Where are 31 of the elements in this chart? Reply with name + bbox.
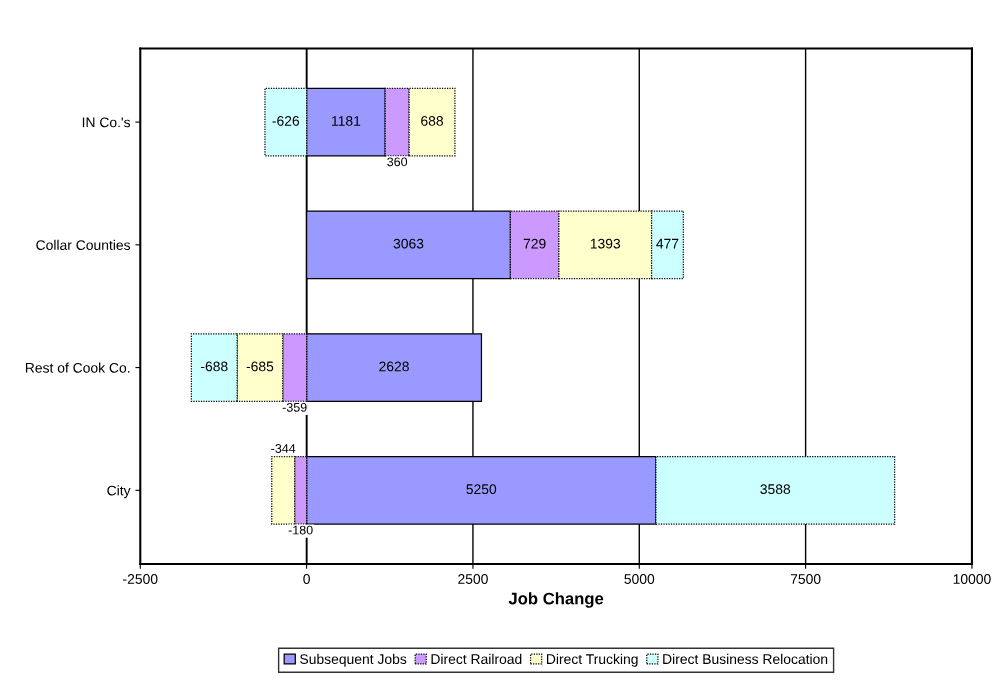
data-label: -344 [271, 444, 296, 453]
data-label: 1393 [590, 238, 621, 249]
x-tick-label: 5000 [624, 574, 655, 584]
legend-label: Direct Railroad [431, 653, 522, 665]
data-label: 5250 [466, 484, 497, 495]
data-label: 1181 [332, 115, 361, 126]
x-tick-label: -2500 [123, 574, 158, 584]
data-label: 3588 [760, 484, 791, 495]
data-label: 729 [523, 238, 546, 249]
legend-label: Subsequent Jobs [300, 653, 407, 667]
legend-label: Direct Trucking [546, 653, 638, 667]
data-label: 3063 [393, 238, 424, 249]
x-tick-label: 0 [303, 574, 310, 584]
legend-label: Direct Business Relocation [663, 653, 828, 665]
x-tick-label: 2500 [458, 574, 488, 584]
x-axis-title: Job Change [508, 592, 604, 608]
data-label: 477 [656, 238, 679, 249]
data-label: -359 [282, 402, 307, 412]
data-label: -180 [288, 525, 313, 535]
data-label: 2628 [379, 361, 409, 372]
y-tick-label: IN Co.'s [82, 117, 131, 128]
data-label: -688 [200, 361, 228, 372]
data-label: -626 [272, 115, 300, 126]
y-tick-label: Collar Counties [36, 239, 131, 251]
y-tick-label: City [107, 485, 131, 499]
data-label: -685 [246, 361, 274, 372]
data-label: 360 [387, 157, 408, 167]
y-tick-label: Rest of Cook Co. [25, 362, 130, 373]
x-tick-label: 10000 [953, 574, 991, 584]
data-label: 688 [421, 115, 444, 126]
x-tick-label: 7500 [790, 574, 821, 584]
